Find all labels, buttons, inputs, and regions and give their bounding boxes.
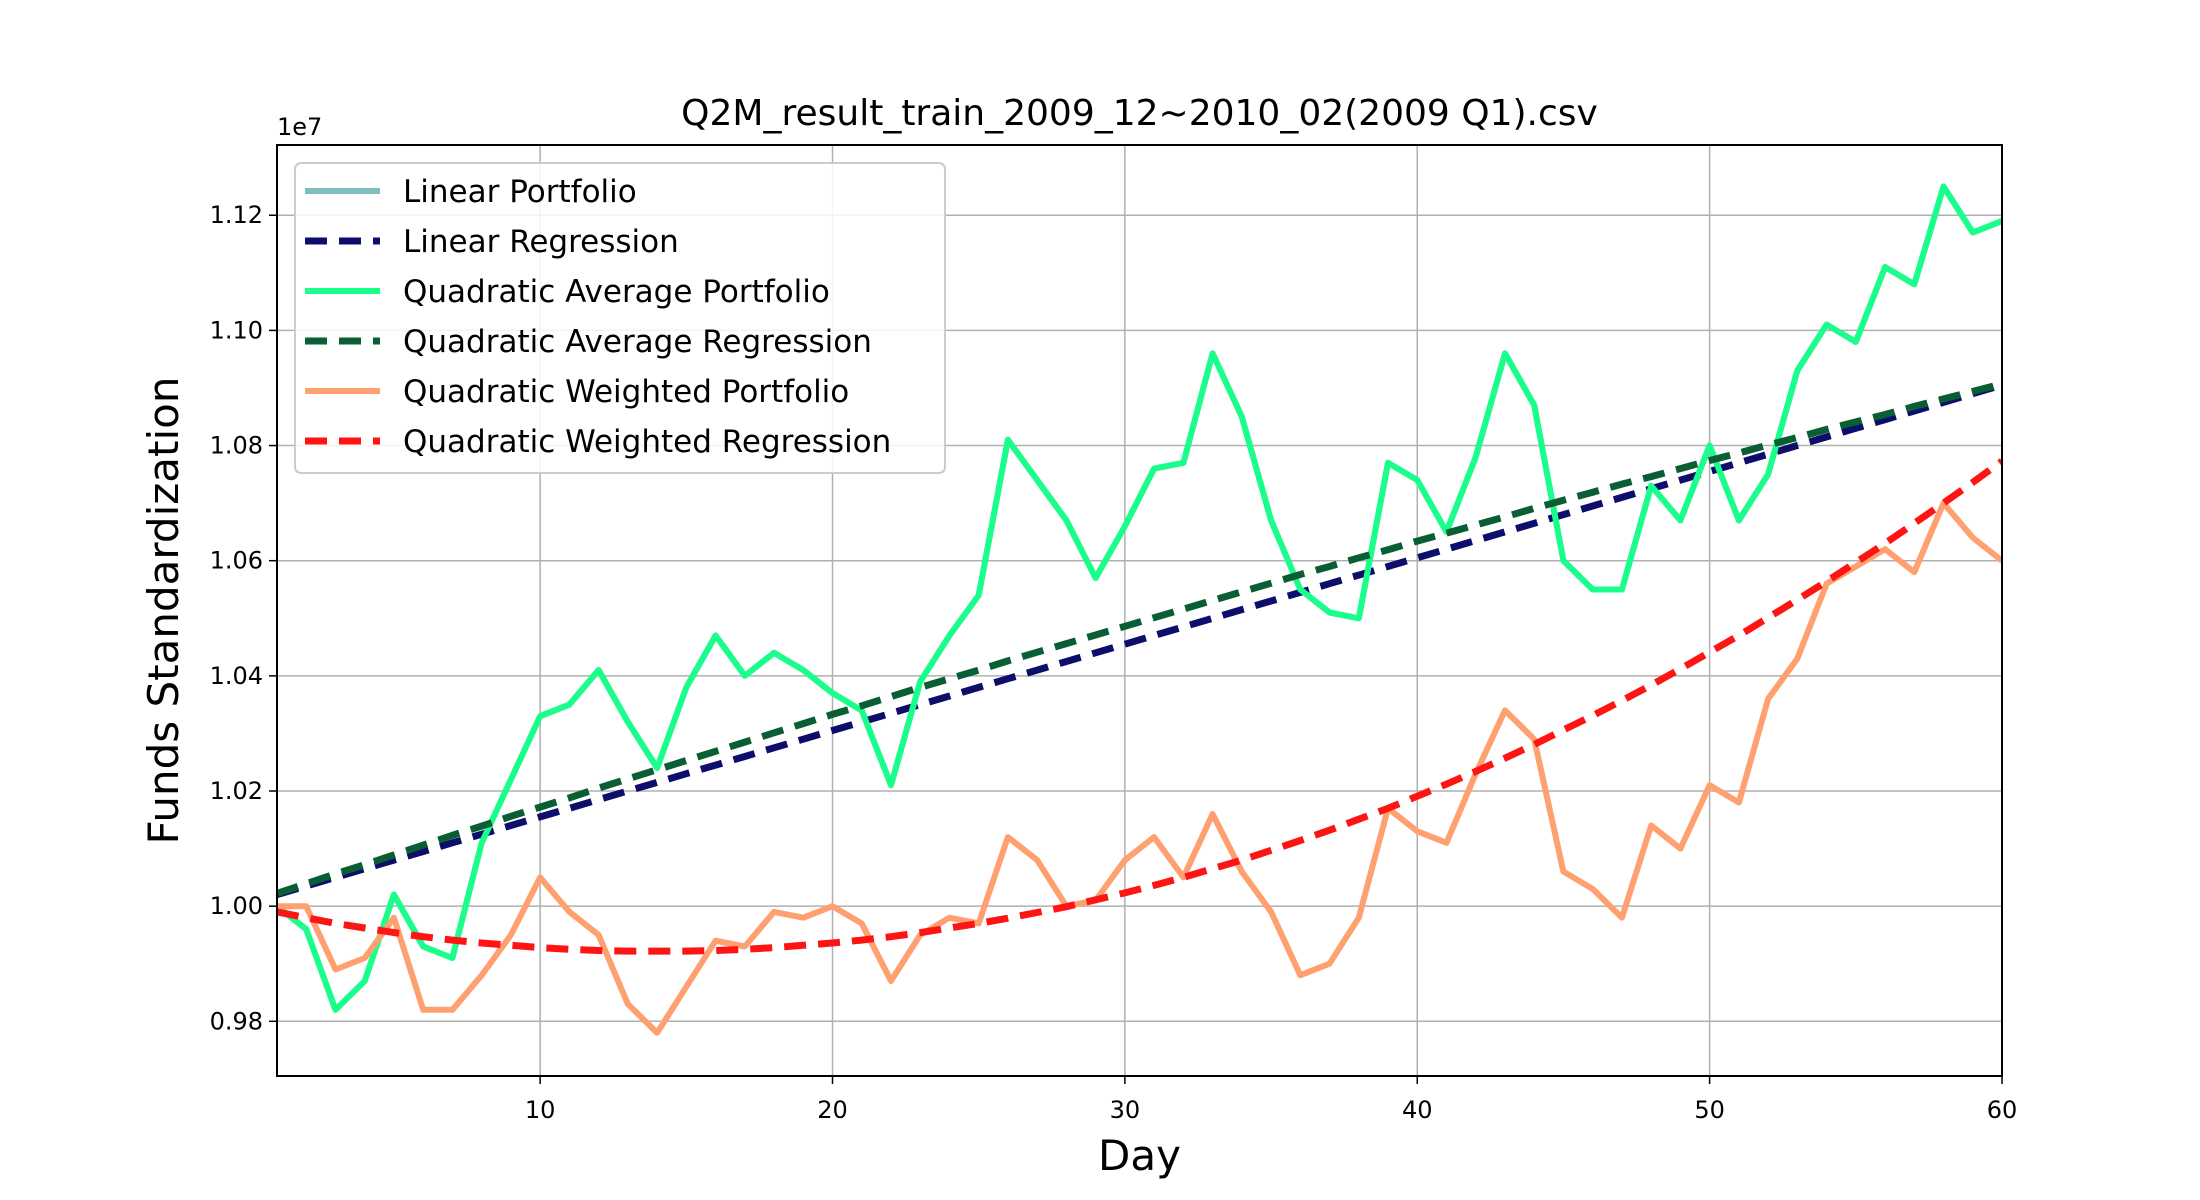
series-line-quadratic-weighted-portfolio <box>277 500 2002 1036</box>
x-axis-title: Day <box>1098 1131 1181 1180</box>
x-tick-label: 10 <box>525 1096 556 1124</box>
series-line-quadratic-average-regression <box>277 380 2002 897</box>
y-axis-title: Funds Standardization <box>139 377 188 845</box>
y-tick-label: 1.08 <box>210 432 263 460</box>
legend-label: Quadratic Weighted Regression <box>403 424 891 460</box>
series-group <box>277 183 2002 1036</box>
legend-label: Quadratic Average Portfolio <box>403 274 830 310</box>
x-tick-label: 30 <box>1110 1096 1141 1124</box>
plot-frame <box>276 144 2003 1077</box>
y-tick-label: 1.12 <box>210 201 263 229</box>
series-line-quadratic-weighted-regression <box>277 458 2002 955</box>
legend: Linear Portfolio Linear Regression Quadrat… <box>294 162 946 474</box>
legend-box <box>294 162 946 474</box>
x-tick-label: 40 <box>1402 1096 1433 1124</box>
x-tick-label: 50 <box>1694 1096 1725 1124</box>
y-axis-offset-label: 1e7 <box>277 113 322 141</box>
legend-label: Quadratic Weighted Portfolio <box>403 374 849 410</box>
x-tick-label: 20 <box>817 1096 848 1124</box>
ticks: 10 20 30 40 50 60 0.98 1.00 1.02 1.04 1.06 1.08 1.10… <box>210 201 2018 1124</box>
legend-label: Quadratic Average Regression <box>403 324 872 360</box>
y-tick-label: 1.04 <box>210 662 263 690</box>
x-tick-label: 60 <box>1987 1096 2018 1124</box>
legend-label: Linear Regression <box>403 224 679 260</box>
series-line-linear-regression <box>277 381 2002 898</box>
chart-title: Q2M_result_train_2009_12~2010_02(2009 Q1… <box>681 93 1598 134</box>
y-tick-label: 1.00 <box>210 892 263 920</box>
y-tick-label: 1.02 <box>210 777 263 805</box>
y-tick-label: 0.98 <box>210 1007 263 1035</box>
y-tick-label: 1.06 <box>210 547 263 575</box>
legend-label: Linear Portfolio <box>403 174 637 210</box>
y-tick-label: 1.10 <box>210 316 263 344</box>
